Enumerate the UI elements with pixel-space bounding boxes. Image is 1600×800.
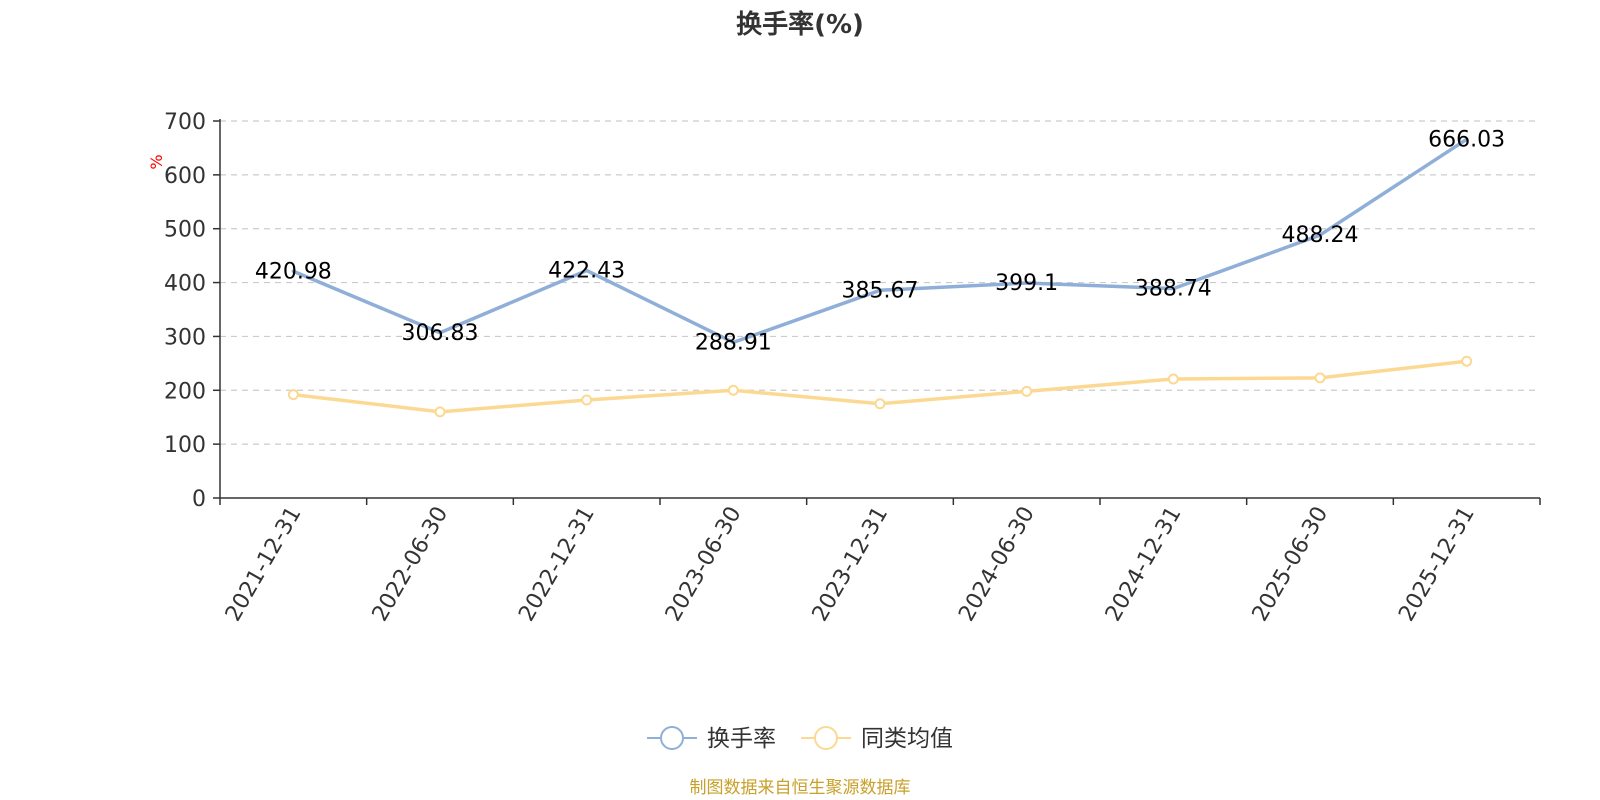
chart-title: 换手率(%) xyxy=(736,9,864,40)
y-tick-label: 0 xyxy=(192,487,206,512)
x-axis-ticks: 2021-12-31 2022-06-30 2022-12-31 2023-06-30… xyxy=(221,503,1480,626)
series-2-point[interactable] xyxy=(874,398,886,410)
data-label: 388.74 xyxy=(1135,277,1212,302)
y-axis-unit: % xyxy=(147,154,166,169)
grid-lines xyxy=(220,120,1540,445)
series-2-point[interactable] xyxy=(287,389,299,401)
legend-marker-turnover-rate xyxy=(660,726,684,750)
x-tick-label: 2023-12-31 xyxy=(808,503,894,626)
data-label: 399.1 xyxy=(995,271,1058,296)
data-label: 420.98 xyxy=(255,259,332,284)
x-tick-label: 2024-06-30 xyxy=(954,503,1040,626)
series xyxy=(287,137,1473,418)
series-2-point[interactable] xyxy=(434,406,446,418)
x-tick-label: 2022-12-31 xyxy=(514,503,600,626)
y-axis-ticks: 0 100 200 300 400 500 600 700 xyxy=(164,110,206,512)
y-tick-label: 300 xyxy=(164,325,206,350)
series-2-point[interactable] xyxy=(581,394,593,406)
legend-label-peer-average: 同类均值 xyxy=(861,726,953,752)
data-label: 385.67 xyxy=(842,278,919,303)
series-2-point[interactable] xyxy=(1021,385,1033,397)
axes xyxy=(213,119,1541,505)
data-label: 306.83 xyxy=(402,321,479,346)
legend-item-peer-average[interactable]: 同类均值 xyxy=(801,726,953,752)
data-label: 422.43 xyxy=(548,258,625,283)
y-tick-label: 400 xyxy=(164,272,206,297)
data-labels: 420.98 306.83 422.43 288.91 385.67 399.1 388.7… xyxy=(255,127,1505,355)
x-tick-label: 2024-12-31 xyxy=(1101,503,1187,626)
x-tick-label: 2025-06-30 xyxy=(1248,503,1334,626)
y-tick-label: 200 xyxy=(164,379,206,404)
x-tick-label: 2025-12-31 xyxy=(1394,503,1480,626)
series-line-1 xyxy=(291,137,1469,345)
legend-label-turnover-rate: 换手率 xyxy=(707,726,776,752)
y-tick-label: 500 xyxy=(164,218,206,243)
series-2-point[interactable] xyxy=(727,384,739,396)
y-tick-label: 100 xyxy=(164,433,206,458)
x-tick-label: 2022-06-30 xyxy=(368,503,454,626)
legend-marker-peer-average xyxy=(814,726,838,750)
y-tick-label: 700 xyxy=(164,110,206,135)
data-label: 288.91 xyxy=(695,330,772,355)
series-2-point[interactable] xyxy=(1167,373,1179,385)
legend-item-turnover-rate[interactable]: 换手率 xyxy=(647,726,776,752)
y-tick-label: 600 xyxy=(164,164,206,189)
data-source-note: 制图数据来自恒生聚源数据库 xyxy=(690,778,911,798)
x-tick-label: 2021-12-31 xyxy=(221,503,307,626)
legend[interactable]: 换手率 同类均值 xyxy=(647,726,953,752)
series-2-point[interactable] xyxy=(1461,355,1473,367)
data-label: 488.24 xyxy=(1282,223,1359,248)
series-2-point[interactable] xyxy=(1314,372,1326,384)
x-tick-label: 2023-06-30 xyxy=(661,503,747,626)
data-label: 666.03 xyxy=(1428,127,1505,152)
